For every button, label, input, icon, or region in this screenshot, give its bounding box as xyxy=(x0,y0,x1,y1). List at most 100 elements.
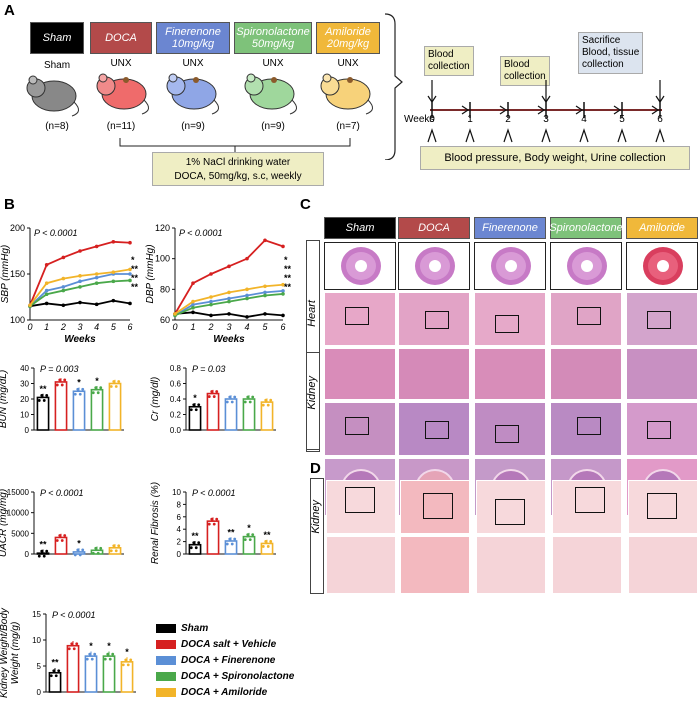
series-point xyxy=(191,302,195,307)
data-dot xyxy=(106,652,110,656)
data-dot xyxy=(94,386,98,390)
data-dot xyxy=(228,537,232,541)
series-point xyxy=(209,295,213,299)
x-tick-label: 2 xyxy=(60,322,66,332)
data-dot xyxy=(103,657,107,661)
week-tick-label: 3 xyxy=(543,114,549,125)
x-tick-label: 2 xyxy=(207,322,213,332)
series-point xyxy=(245,315,249,319)
legend-item: Sham xyxy=(156,620,296,636)
data-dot xyxy=(197,541,201,545)
data-dot xyxy=(67,647,71,651)
histology-image-kidney-low xyxy=(474,402,546,456)
x-tick-label: 0 xyxy=(172,322,177,332)
y-tick-label: 40 xyxy=(20,364,29,373)
week-tick-label: 0 xyxy=(429,114,435,125)
timeline-arrow xyxy=(651,105,660,115)
zoom-region xyxy=(647,421,671,439)
kidney-section-frame xyxy=(306,352,320,452)
group-n-finerenone: (n=9) xyxy=(181,121,205,132)
y-tick-label: 30 xyxy=(20,380,29,389)
zoom-region xyxy=(495,499,525,525)
data-dot xyxy=(94,546,98,550)
down-arrow-head xyxy=(541,95,551,104)
series-point xyxy=(263,312,267,316)
data-dot xyxy=(189,546,193,550)
data-dot xyxy=(264,398,268,402)
series-point xyxy=(281,292,285,296)
data-dot xyxy=(117,380,121,383)
p-value: P < 0.0001 xyxy=(40,488,83,498)
series-point xyxy=(44,292,49,297)
significance-mark: * xyxy=(77,378,81,388)
legend-item: DOCA + Finerenone xyxy=(156,652,296,668)
significance-mark: ** xyxy=(284,273,292,283)
series-point xyxy=(128,278,132,283)
y-tick-label: 0.2 xyxy=(170,411,182,420)
legend-item: DOCA + Amiloride xyxy=(156,684,296,700)
zoom-region xyxy=(577,307,601,325)
timeline-arrow xyxy=(461,105,470,115)
data-dot xyxy=(207,522,211,526)
data-dot xyxy=(96,551,100,555)
series-point xyxy=(44,263,49,267)
y-tick-label: 10 xyxy=(32,636,41,645)
series-point xyxy=(61,288,66,293)
histology-image-heart-low xyxy=(474,292,546,346)
blood-collection-1: Blood collection xyxy=(424,46,474,76)
data-dot xyxy=(251,395,255,399)
series-point xyxy=(209,302,213,307)
data-dot xyxy=(225,400,229,404)
data-dot xyxy=(88,652,92,656)
data-dot xyxy=(76,387,80,391)
data-dot xyxy=(192,541,196,545)
group-n-sham: (n=8) xyxy=(45,121,69,132)
legend-item: DOCA salt + Vehicle xyxy=(156,636,296,652)
x-tick-label: 6 xyxy=(127,322,132,332)
bar-0 xyxy=(36,552,50,555)
significance-mark: * xyxy=(193,393,197,403)
heart-lumen xyxy=(429,260,441,272)
mouse-icon-doca xyxy=(96,73,149,115)
data-dot xyxy=(230,542,234,546)
heart-cross-section xyxy=(567,247,607,285)
mouse-icon-sham xyxy=(26,75,79,117)
significance-mark: ** xyxy=(39,384,47,394)
data-dot xyxy=(233,395,237,399)
y-axis-label: Renal Fibrosis (%) xyxy=(150,482,161,564)
sirius-red-image xyxy=(552,480,622,534)
p-value: P < 0.0001 xyxy=(192,488,235,498)
data-dot xyxy=(261,403,265,407)
data-dot xyxy=(40,549,44,553)
y-axis-label: SBP (mmHg) xyxy=(0,245,11,304)
data-dot xyxy=(60,539,64,542)
y-tick-label: 0 xyxy=(25,550,30,559)
panel-letter-a: A xyxy=(4,2,15,19)
bar-1 xyxy=(206,392,220,431)
y-tick-label: 80 xyxy=(160,284,170,294)
y-tick-label: 100 xyxy=(10,315,25,325)
sirius-red-image xyxy=(628,536,698,594)
sirius-red-image xyxy=(326,480,396,534)
data-dot xyxy=(215,390,219,393)
histology-image-kidney-low xyxy=(324,402,396,456)
up-arrow xyxy=(503,128,513,143)
sirius-red-image xyxy=(326,536,396,594)
down-arrow-head xyxy=(655,95,665,104)
group-sub-doca: UNX xyxy=(110,58,132,69)
group-label: Spironolactone 50mg/kg xyxy=(236,26,310,50)
zoom-region xyxy=(647,493,677,519)
series-point xyxy=(191,310,195,315)
x-tick-label: 5 xyxy=(111,322,117,332)
y-axis-label: BUN (mg/dL) xyxy=(0,370,9,428)
significance-mark: ** xyxy=(51,658,59,668)
y-tick-label: 10000 xyxy=(7,509,30,518)
y-tick-label: 0 xyxy=(177,550,182,559)
data-dot xyxy=(96,391,100,395)
group-sub-finerenone: UNX xyxy=(182,58,204,69)
data-dot xyxy=(54,674,58,678)
series-point xyxy=(227,290,231,295)
